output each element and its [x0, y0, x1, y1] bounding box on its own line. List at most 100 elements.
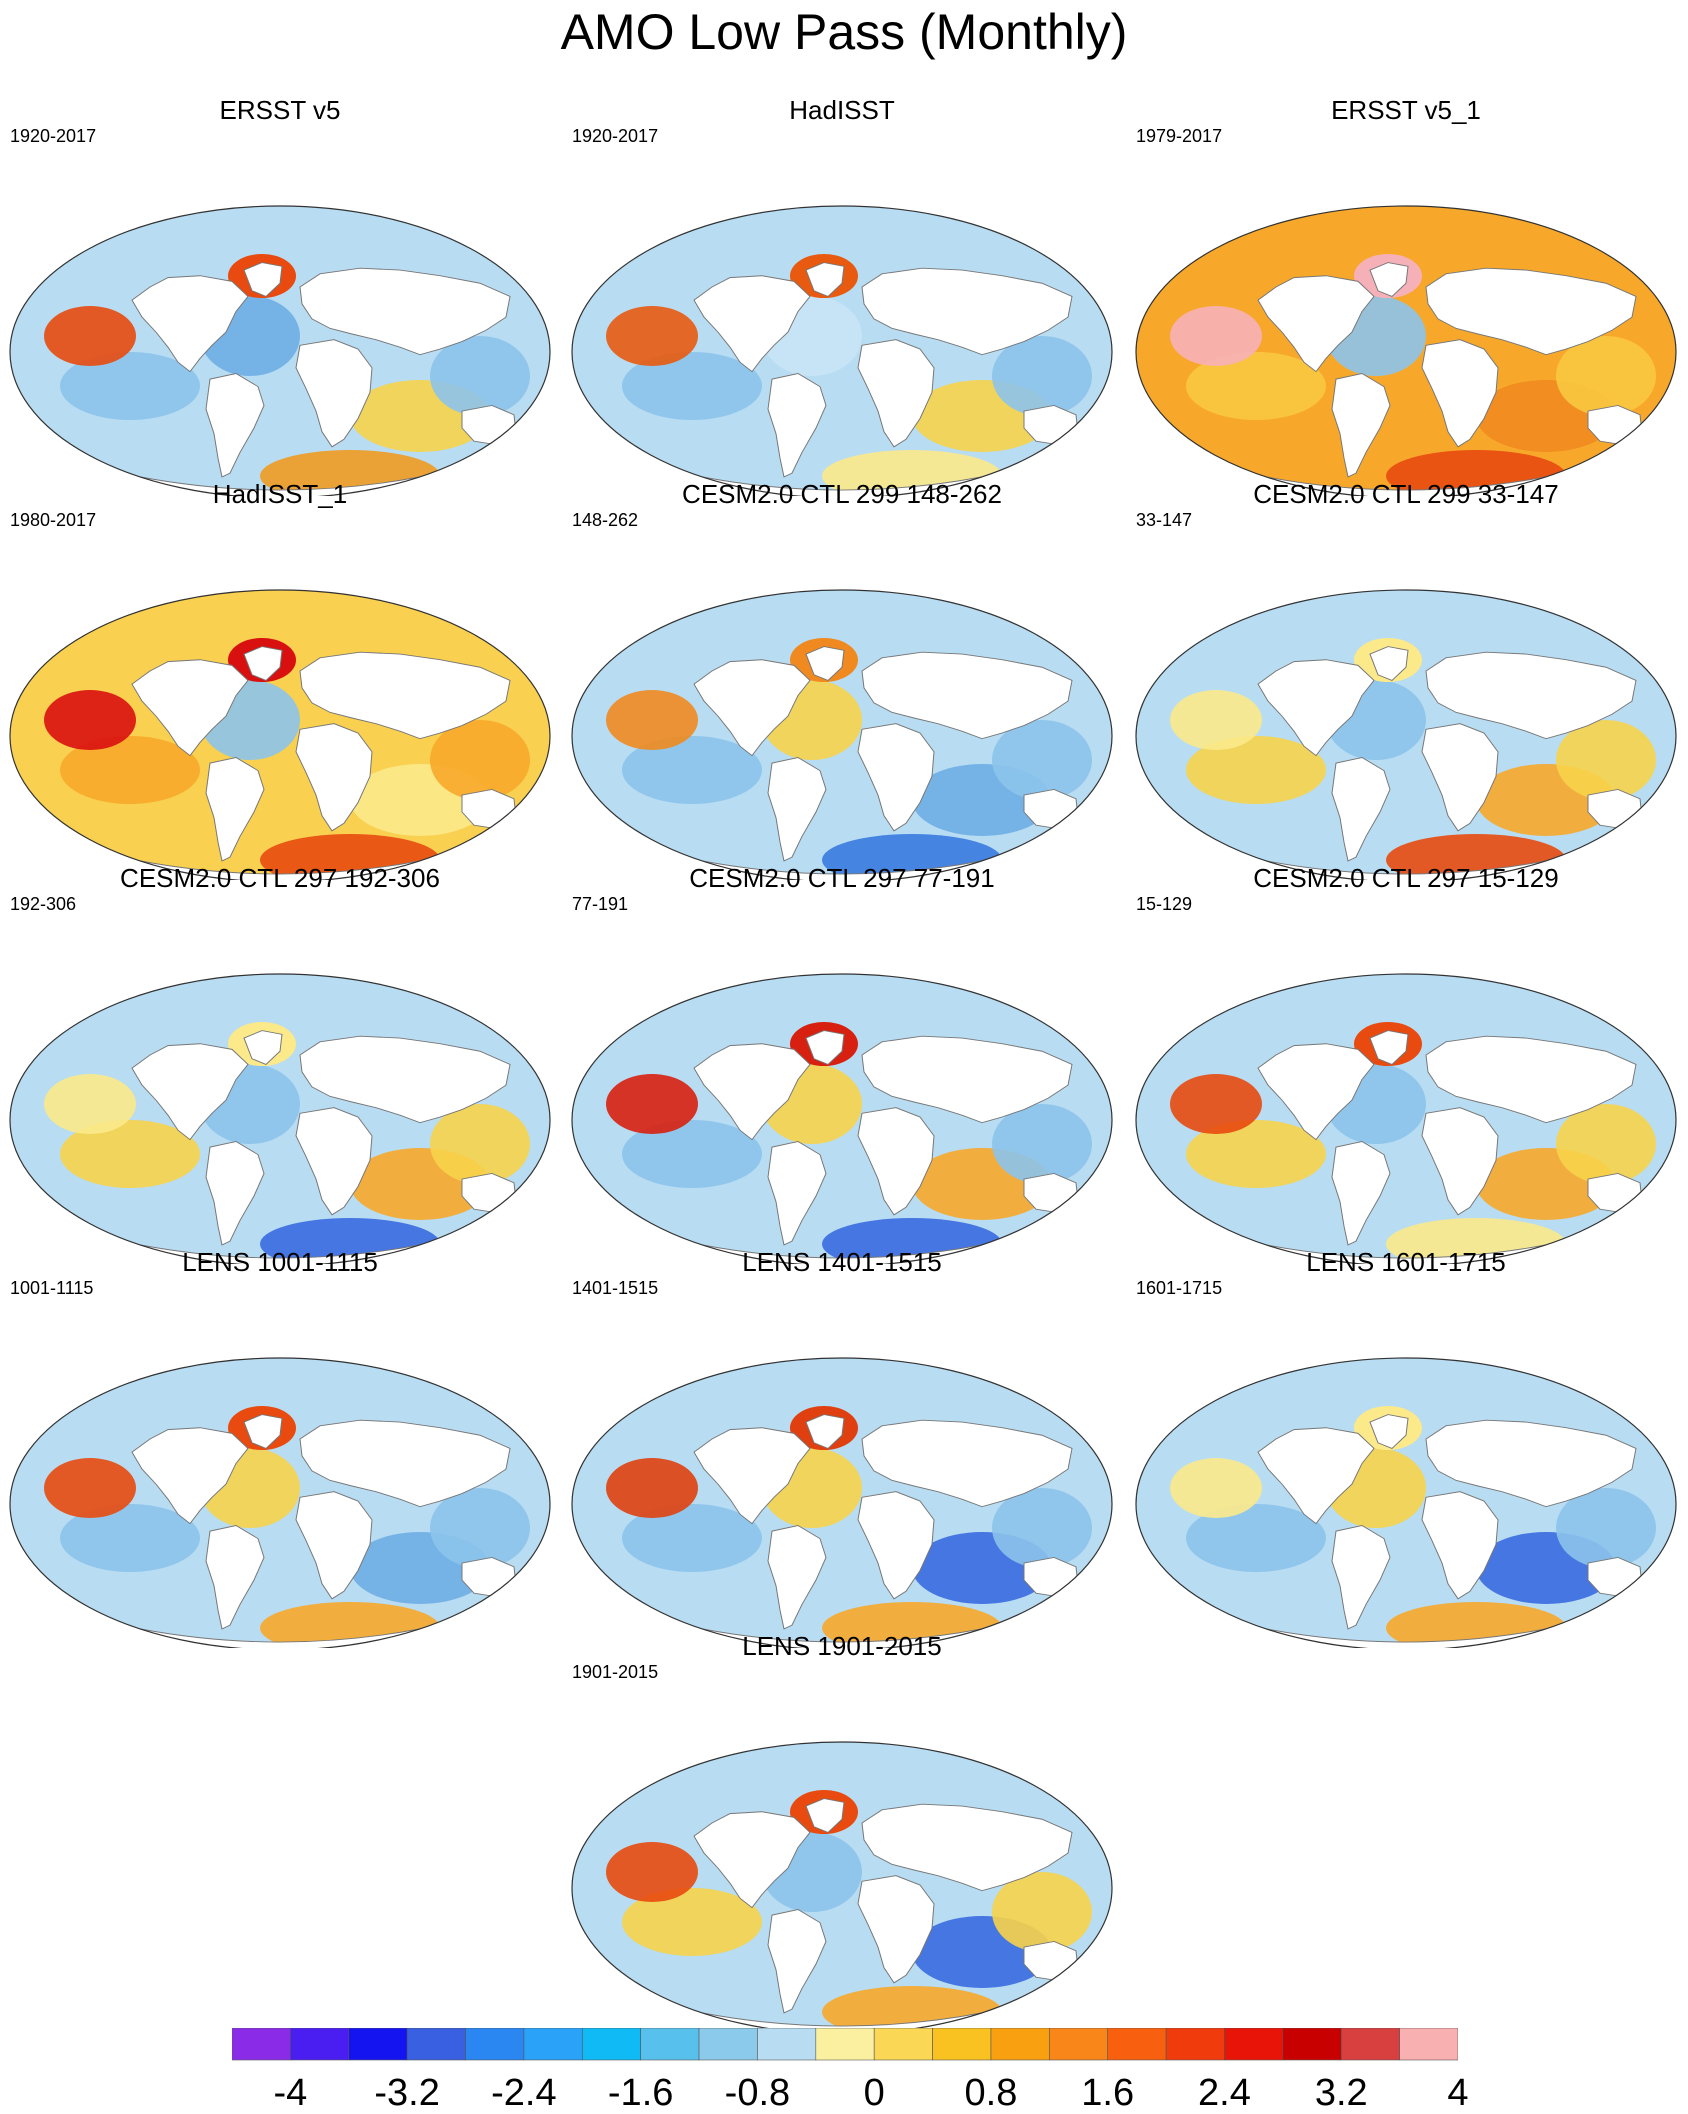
map-panel: CESM2.0 CTL 299 148-262 148-262: [562, 480, 1122, 880]
map-field: [571, 205, 1113, 496]
map-field: [9, 1357, 551, 1648]
anomaly-region: [430, 720, 530, 800]
anomaly-region: [44, 1458, 136, 1518]
colorbar-swatch: [815, 2027, 875, 2061]
colorbar-swatch: [523, 2027, 583, 2061]
land-sa: [767, 1140, 827, 1246]
colorbar-swatch: [348, 2027, 408, 2061]
land-na: [131, 1427, 249, 1525]
colorbar-swatch: [290, 2027, 350, 2061]
land-greenland: [243, 1030, 283, 1065]
anomaly-region: [606, 1074, 698, 1134]
land-na: [693, 1427, 811, 1525]
colorbar-swatch: [1340, 2027, 1400, 2061]
colorbar-swatch: [406, 2027, 466, 2061]
colorbar-swatch: [873, 2027, 933, 2061]
map-panel: HadISST 1920-2017: [562, 95, 1122, 496]
land-eurasia: [1425, 1419, 1637, 1508]
land-greenland: [1369, 1030, 1409, 1065]
colorbar-tick-label: 1.6: [1081, 2072, 1135, 2114]
colorbar-tick-label: -2.4: [491, 2072, 557, 2114]
panel-title: LENS 1901-2015: [742, 1631, 942, 1661]
map-projection-outline: [9, 1357, 551, 1648]
anomaly-region: [622, 736, 762, 804]
colorbar-swatch: [1049, 2027, 1109, 2061]
land-sa: [1331, 372, 1391, 478]
anomaly-region: [1170, 690, 1262, 750]
land-eurasia: [1425, 1035, 1637, 1124]
colorbar-tick-label: 2.4: [1198, 2072, 1251, 2114]
land-sa: [1331, 1140, 1391, 1246]
panel-title: HadISST_1: [212, 479, 348, 509]
anomaly-region: [1170, 1458, 1262, 1518]
map-projection-outline: [9, 589, 551, 880]
colorbar-tick-label: 3.2: [1314, 2072, 1368, 2114]
panel-year-range: 1920-2017: [10, 126, 97, 146]
panel-title: HadISST: [789, 95, 895, 125]
land-greenland: [243, 262, 283, 297]
colorbar-swatch: [1282, 2027, 1342, 2061]
map-panel: HadISST_1 1980-2017: [0, 479, 560, 880]
land-na: [131, 659, 249, 757]
map-projection-outline: [571, 1741, 1113, 2032]
colorbar-tick-label: 0: [863, 2072, 885, 2114]
land-greenland: [805, 1030, 845, 1065]
map-projection-outline: [9, 973, 551, 1264]
anomaly-region: [622, 1120, 762, 1188]
land-greenland: [1369, 262, 1409, 297]
panel-year-range: 15-129: [1136, 894, 1193, 914]
anomaly-region: [606, 690, 698, 750]
anomaly-region: [60, 352, 200, 420]
anomaly-region: [44, 1074, 136, 1134]
map-field: [571, 973, 1113, 1264]
panel-title: LENS 1601-1715: [1306, 1247, 1506, 1277]
map-projection-outline: [571, 589, 1113, 880]
land-eurasia: [861, 1035, 1073, 1124]
anomaly-region: [1186, 1504, 1326, 1572]
map-panel: ERSST v5 1920-2017: [0, 95, 560, 496]
colorbar-tick-label: 0.8: [964, 2072, 1018, 2114]
map-field: [1135, 973, 1677, 1264]
land-eurasia: [299, 651, 511, 740]
land-na: [1257, 659, 1375, 757]
land-africa: [857, 1107, 935, 1216]
panel-year-range: 1001-1115: [10, 1278, 94, 1298]
colorbar-swatch: [757, 2027, 817, 2061]
land-africa: [1421, 1107, 1499, 1216]
land-greenland: [243, 646, 283, 681]
land-africa: [1421, 339, 1499, 448]
colorbar: [231, 2027, 1459, 2067]
land-sa: [205, 372, 265, 478]
land-greenland: [805, 1414, 845, 1449]
land-africa: [295, 1491, 373, 1600]
map-panel: CESM2.0 CTL 297 77-191 77-191: [562, 864, 1122, 1264]
colorbar-swatch: [1224, 2027, 1284, 2061]
anomaly-region: [992, 1104, 1092, 1184]
map-projection-outline: [571, 1357, 1113, 1648]
panel-title: CESM2.0 CTL 297 15-129: [1253, 863, 1559, 893]
land-africa: [857, 1875, 935, 1984]
anomaly-region: [622, 1504, 762, 1572]
colorbar-swatch: [932, 2027, 992, 2061]
anomaly-region: [992, 1488, 1092, 1568]
anomaly-region: [1170, 306, 1262, 366]
land-eurasia: [861, 1803, 1073, 1892]
colorbar-swatch: [231, 2027, 291, 2061]
land-sa: [205, 756, 265, 862]
colorbar-swatch: [640, 2027, 700, 2061]
panel-title: ERSST v5: [219, 95, 341, 125]
land-greenland: [805, 262, 845, 297]
colorbar-tick-label: -0.8: [724, 2072, 791, 2114]
land-greenland: [1369, 1414, 1409, 1449]
panel-year-range: 192-306: [10, 894, 77, 914]
anomaly-region: [622, 1888, 762, 1956]
map-field: [571, 589, 1113, 880]
land-eurasia: [861, 651, 1073, 740]
anomaly-region: [430, 1104, 530, 1184]
map-projection-outline: [571, 205, 1113, 496]
land-africa: [857, 1491, 935, 1600]
panel-year-range: 1901-2015: [572, 1662, 659, 1682]
land-africa: [295, 1107, 373, 1216]
land-africa: [857, 723, 935, 832]
land-eurasia: [861, 267, 1073, 356]
